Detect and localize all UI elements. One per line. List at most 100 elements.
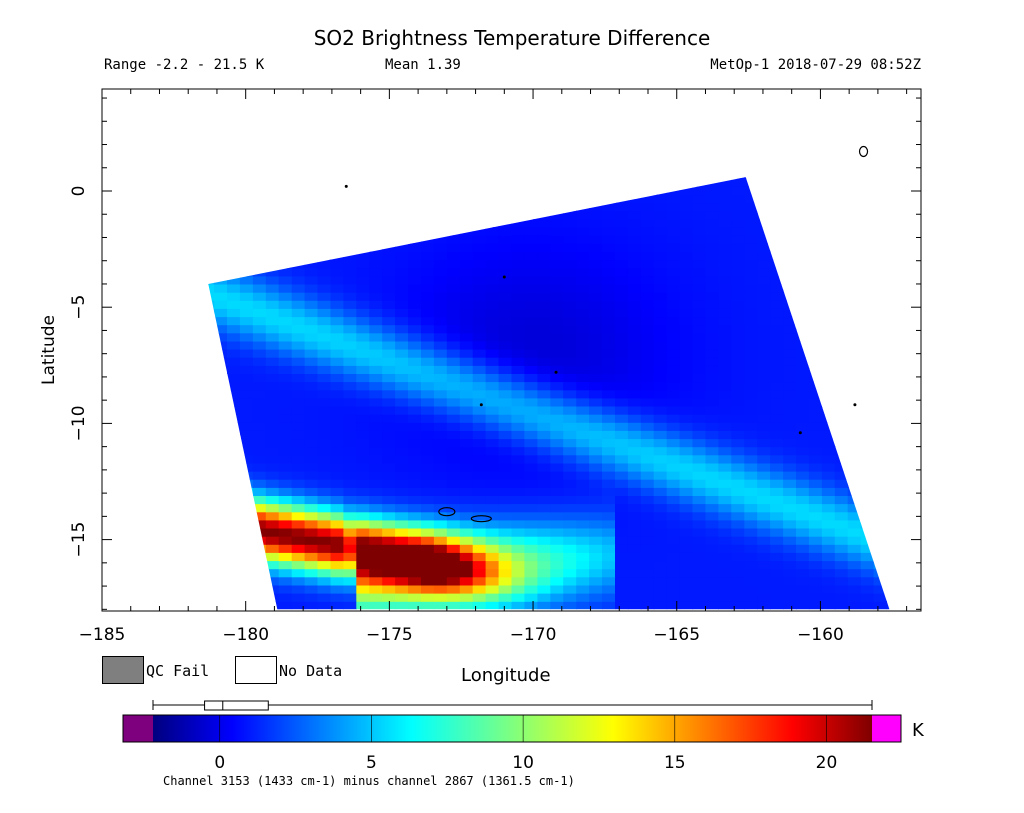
- heatmap-cell: [602, 349, 616, 358]
- heatmap-cell: [408, 568, 422, 578]
- heatmap-cell: [615, 568, 629, 578]
- heatmap-cell: [498, 218, 513, 228]
- heatmap-cell: [873, 300, 888, 309]
- heatmap-cell: [899, 170, 913, 179]
- heatmap-cell: [382, 487, 396, 496]
- heatmap-cell: [395, 446, 409, 456]
- heatmap-cell: [576, 422, 590, 431]
- heatmap-cell: [369, 544, 383, 553]
- heatmap-cell: [873, 560, 888, 570]
- heatmap-cell: [808, 495, 823, 505]
- heatmap-cell: [395, 389, 409, 399]
- heatmap-cell: [615, 259, 629, 269]
- heatmap-cell: [408, 357, 422, 366]
- colorbar-tick-label: 0: [214, 753, 225, 773]
- heatmap-cell: [770, 471, 784, 480]
- heatmap-cell: [304, 503, 319, 513]
- heatmap-cell: [472, 576, 487, 586]
- heatmap-cell: [576, 552, 590, 562]
- heatmap-cell: [653, 373, 668, 383]
- heatmap-cell: [821, 300, 836, 309]
- heatmap-cell: [343, 446, 357, 456]
- heatmap-cell: [834, 235, 849, 244]
- heatmap-cell: [278, 235, 293, 244]
- heatmap-cell: [834, 446, 849, 456]
- heatmap-cell: [899, 260, 913, 269]
- heatmap-cell: [278, 438, 293, 448]
- heatmap-cell: [472, 251, 487, 261]
- heatmap-cell: [330, 267, 344, 277]
- heatmap-cell: [679, 365, 694, 374]
- heatmap-cell: [666, 454, 681, 464]
- heatmap-cell: [227, 446, 241, 456]
- heatmap-cell: [317, 601, 331, 610]
- heatmap-cell: [886, 430, 890, 440]
- heatmap-cell: [239, 422, 254, 431]
- heatmap-cell: [511, 349, 525, 358]
- heatmap-cell: [291, 406, 306, 415]
- heatmap-cell: [808, 177, 823, 179]
- heatmap-cell: [382, 446, 396, 456]
- heatmap-cell: [433, 308, 448, 318]
- heatmap-cell: [640, 454, 655, 464]
- heatmap-cell: [330, 560, 344, 570]
- heatmap-cell: [783, 430, 797, 440]
- heatmap-cell: [640, 381, 655, 391]
- heatmap-cell: [395, 300, 409, 309]
- heatmap-cell: [524, 503, 538, 513]
- heatmap-cell: [382, 365, 396, 374]
- satellite-timestamp: MetOp-1 2018-07-29 08:52Z: [710, 57, 921, 73]
- heatmap-cell: [188, 512, 202, 521]
- heatmap-cell: [744, 316, 758, 326]
- heatmap-cell: [382, 202, 396, 212]
- heatmap-cell: [679, 275, 694, 285]
- heatmap-cell: [356, 389, 370, 399]
- heatmap-cell: [278, 202, 293, 212]
- heatmap-cell: [421, 495, 435, 505]
- heatmap-cell: [627, 568, 642, 578]
- heatmap-cell: [757, 259, 771, 269]
- heatmap-cell: [705, 414, 719, 423]
- heatmap-cell: [615, 446, 629, 456]
- heatmap-cell: [640, 373, 655, 383]
- heatmap-cell: [408, 422, 422, 431]
- heatmap-cell: [227, 177, 241, 179]
- heatmap-cell: [317, 292, 331, 301]
- heatmap-cell: [511, 552, 525, 562]
- heatmap-cell: [304, 406, 319, 415]
- heatmap-cell: [550, 202, 564, 212]
- heatmap-cell: [433, 300, 448, 309]
- heatmap-cell: [188, 300, 202, 309]
- heatmap-cell: [796, 251, 810, 261]
- heatmap-cell: [615, 528, 629, 537]
- heatmap-cell: [356, 601, 370, 610]
- heatmap-cell: [886, 528, 890, 537]
- heatmap-cell: [227, 300, 241, 309]
- heatmap-cell: [188, 276, 202, 285]
- heatmap-cell: [834, 300, 849, 309]
- heatmap-cell: [369, 227, 383, 236]
- heatmap-cell: [731, 422, 745, 431]
- heatmap-cell: [808, 584, 823, 594]
- heatmap-cell: [369, 316, 383, 326]
- heatmap-cell: [446, 177, 461, 179]
- heatmap-cell: [433, 186, 448, 196]
- heatmap-cell: [524, 202, 538, 212]
- heatmap-cell: [705, 186, 719, 196]
- heatmap-cell: [627, 210, 642, 220]
- heatmap-cell: [356, 487, 370, 496]
- heatmap-cell: [188, 203, 202, 212]
- heatmap-cell: [627, 284, 642, 293]
- heatmap-cell: [395, 568, 409, 578]
- heatmap-cell: [770, 210, 784, 220]
- heatmap-cell: [886, 381, 890, 391]
- heatmap-cell: [227, 162, 241, 171]
- heatmap-cell: [860, 601, 875, 610]
- heatmap-cell: [304, 519, 319, 529]
- heatmap-cell: [485, 186, 500, 196]
- heatmap-cell: [731, 397, 745, 407]
- heatmap-cell: [705, 503, 719, 513]
- heatmap-cell: [278, 446, 293, 456]
- heatmap-cell: [718, 227, 732, 236]
- heatmap-cell: [485, 259, 500, 269]
